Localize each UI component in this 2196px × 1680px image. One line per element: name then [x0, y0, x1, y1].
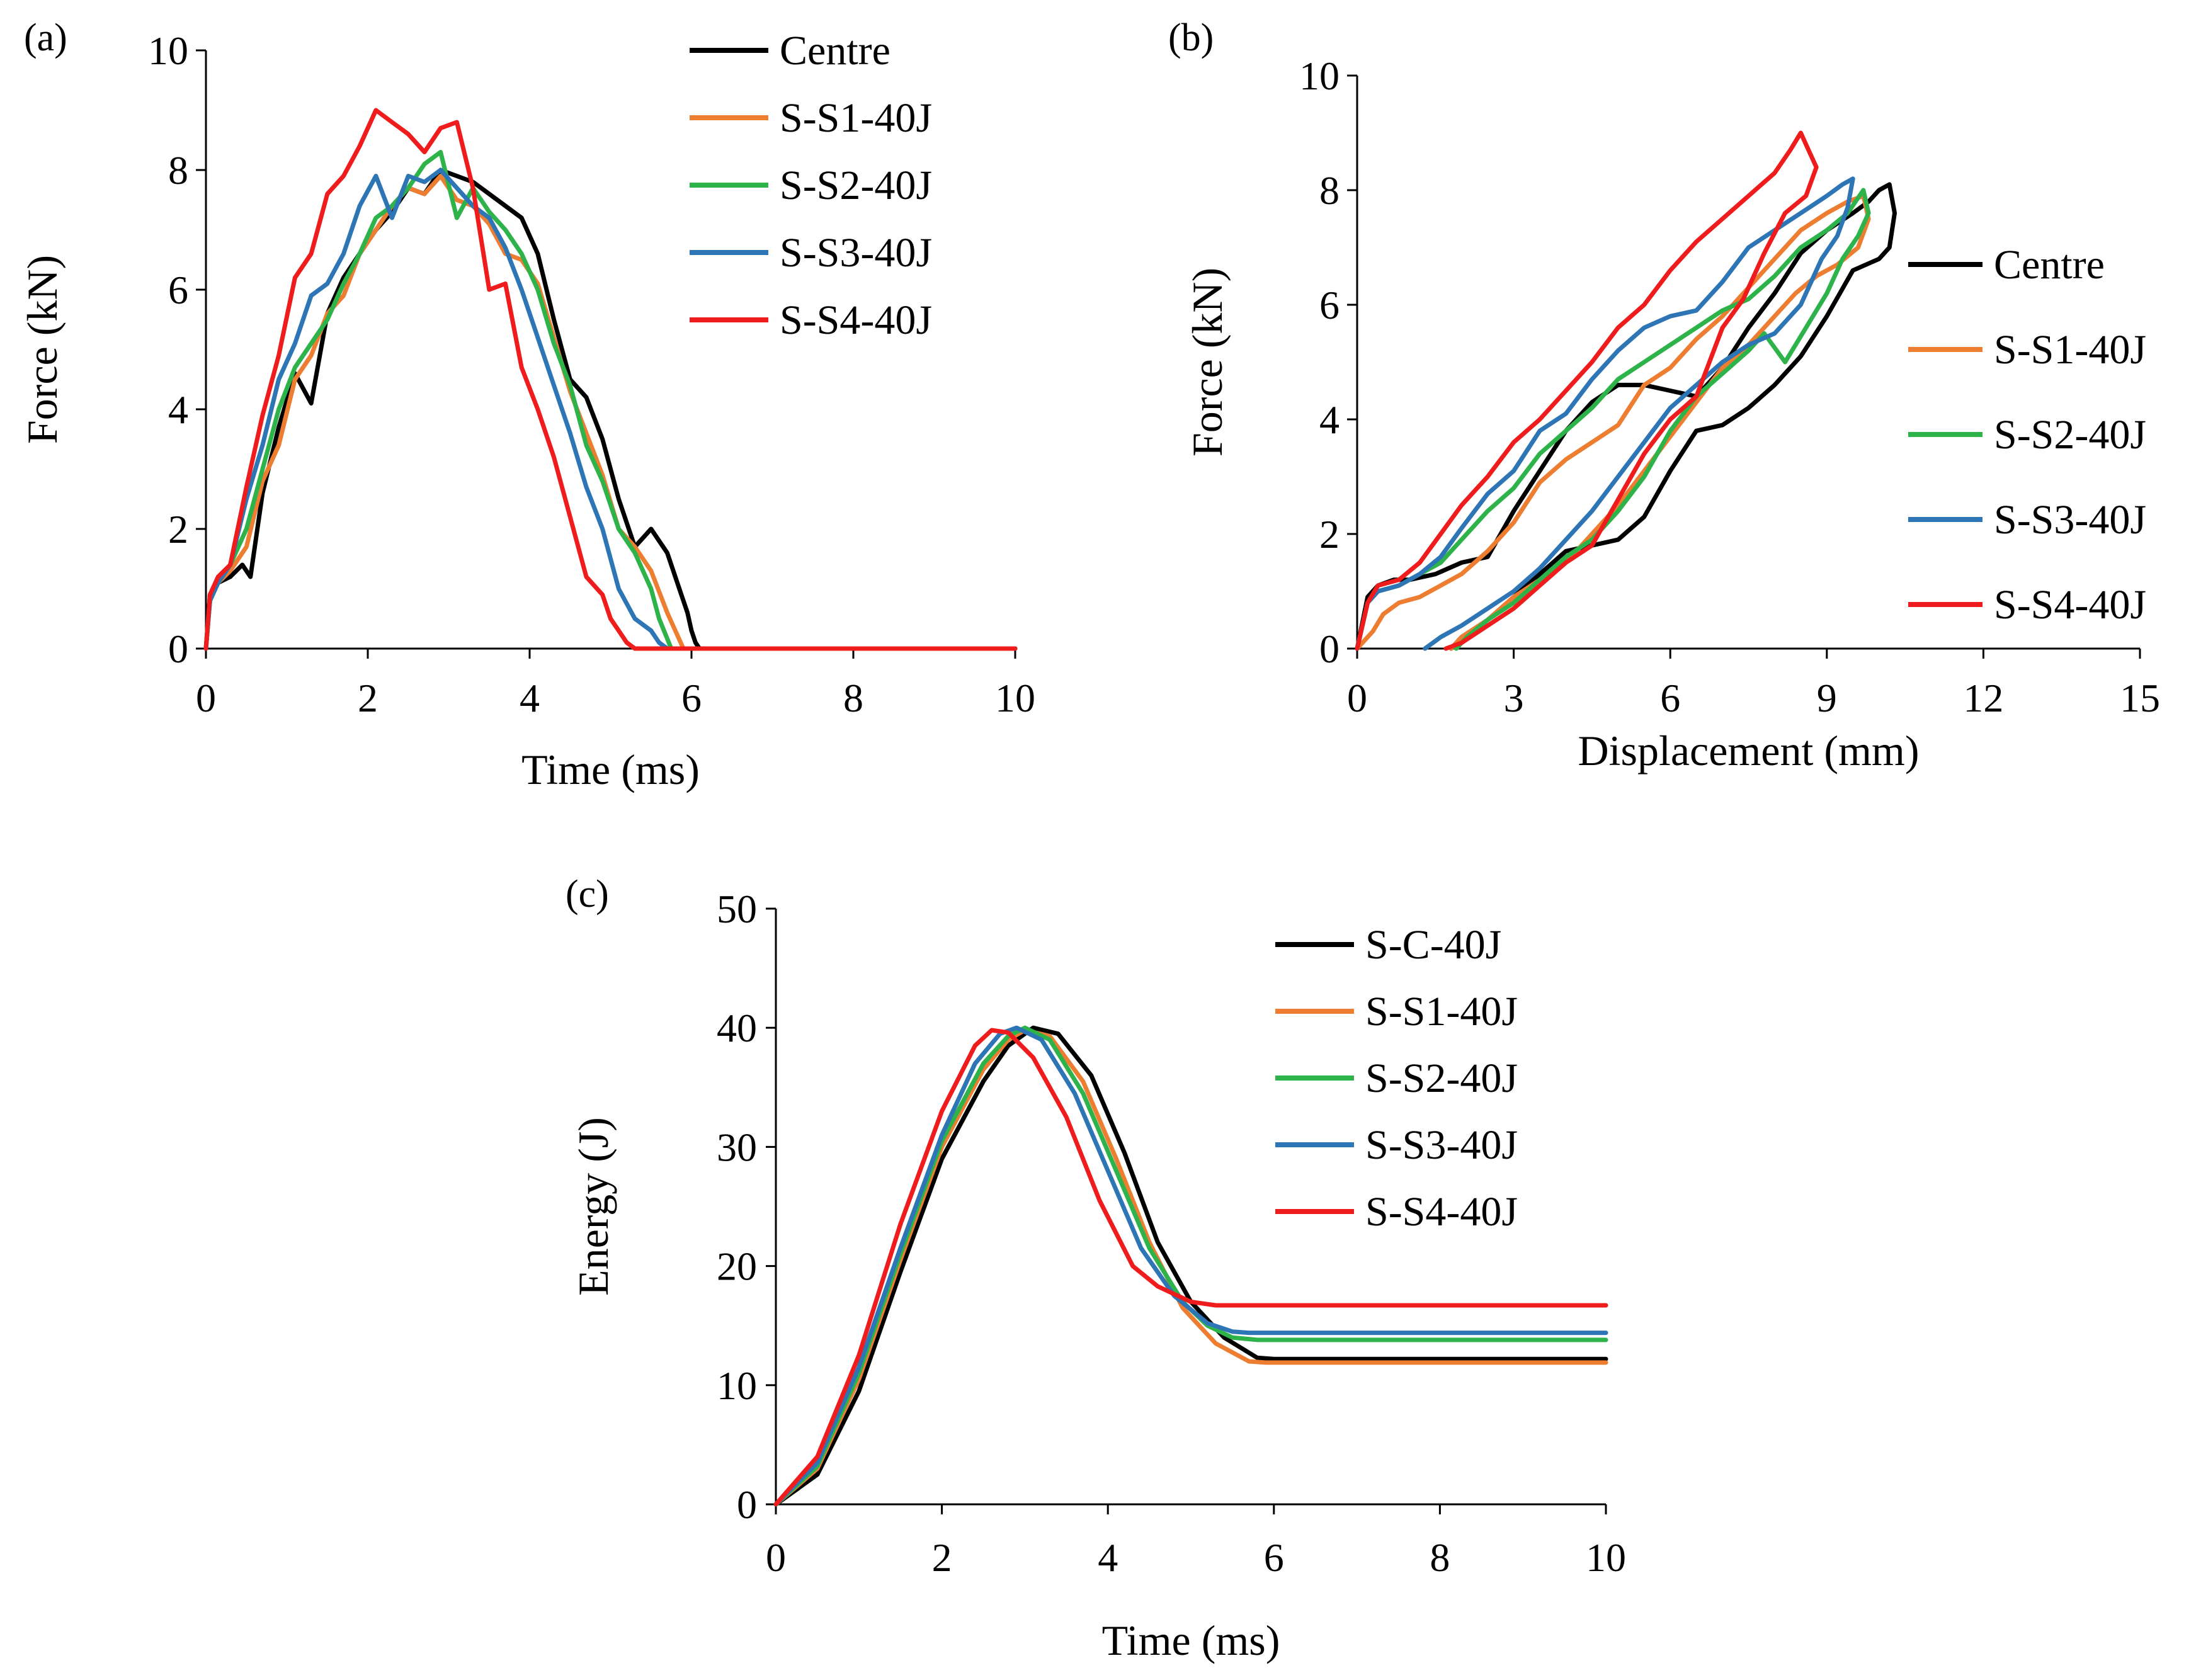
x-tick-label: 6	[1264, 1535, 1284, 1580]
x-tick-label: 10	[995, 676, 1035, 720]
chart-panel-1: (a) 0 2 4 6 8 10 0 2 4 6 8 10 Time (ms) Force (kN) Cent…	[18, 16, 1035, 793]
x-tick-label: 15	[2120, 676, 2160, 720]
legend-label: S-S1-40J	[1365, 989, 1518, 1035]
y-tick-label: 0	[737, 1482, 757, 1527]
y-tick-label: 4	[168, 387, 188, 432]
series-line-s-s4-40j	[203, 108, 1018, 651]
y-tick-label: 10	[148, 28, 188, 73]
y-tick-label: 0	[1319, 627, 1340, 671]
legend-label: S-C-40J	[1365, 922, 1501, 968]
legend-label: S-S4-40J	[1365, 1189, 1518, 1235]
legend-label: S-S1-40J	[780, 95, 932, 141]
y-tick-label: 2	[168, 507, 188, 552]
legend-label: S-S2-40J	[1994, 412, 2146, 458]
y-tick-label: 8	[1319, 168, 1340, 213]
y-tick-label: 10	[717, 1363, 757, 1408]
legend-label: S-S2-40J	[780, 162, 932, 208]
series-line-s-c-40j	[773, 1025, 1608, 1507]
series-line-s-s3-40j	[773, 1025, 1608, 1507]
x-axis-title: Time (ms)	[1102, 1616, 1280, 1664]
x-tick-label: 10	[1586, 1535, 1626, 1580]
series-line-s-s4-40j	[773, 1028, 1608, 1507]
y-tick-label: 50	[717, 887, 757, 931]
x-tick-label: 8	[843, 676, 863, 720]
x-tick-label: 4	[520, 676, 540, 720]
x-tick-label: 2	[932, 1535, 952, 1580]
legend: Centre S-S1-40J S-S2-40J S-S3-40J S-S4-40J	[1908, 242, 2146, 628]
series-line-centre	[203, 167, 1018, 651]
y-tick-label: 6	[168, 268, 188, 312]
y-tick-label: 4	[1319, 397, 1340, 442]
series-line-s-s2-40j	[203, 150, 1018, 651]
y-tick-label: 2	[1319, 512, 1340, 557]
x-axis-title: Time (ms)	[521, 746, 700, 793]
x-tick-label: 9	[1817, 676, 1837, 720]
legend-label: S-S1-40J	[1994, 327, 2146, 373]
legend-label: Centre	[1994, 242, 2105, 288]
y-tick-label: 40	[717, 1006, 757, 1050]
panel-label: (c)	[566, 873, 609, 916]
x-tick-label: 4	[1098, 1535, 1118, 1580]
legend-label: S-S4-40J	[780, 297, 932, 343]
panel-label: (b)	[1168, 16, 1214, 59]
legend-label: S-S3-40J	[1994, 497, 2146, 543]
y-tick-label: 20	[717, 1244, 757, 1289]
series-line-s-s3-40j	[203, 167, 1018, 651]
x-tick-label: 6	[681, 676, 702, 720]
x-tick-label: 8	[1430, 1535, 1450, 1580]
panel-label: (a)	[24, 16, 67, 59]
x-tick-label: 0	[1347, 676, 1367, 720]
legend-label: S-S3-40J	[780, 230, 932, 276]
chart-panel-3: (c) 0 10 20 30 40 50 0 2 4 6 8 10 Time (ms) Energy (J)…	[566, 873, 1626, 1664]
y-axis-title: Force (kN)	[18, 255, 66, 444]
x-tick-label: 3	[1504, 676, 1524, 720]
chart-panel-2: (b) 0 2 4 6 8 10 0 3 6 9 12 15 Displacement (mm) Force…	[1168, 16, 2160, 775]
y-tick-label: 10	[1299, 54, 1340, 98]
x-tick-label: 2	[358, 676, 378, 720]
legend-label: S-S2-40J	[1365, 1055, 1518, 1101]
y-axis-title: Energy (J)	[569, 1117, 617, 1296]
legend: S-C-40J S-S1-40J S-S2-40J S-S3-40J S-S4-40J	[1275, 922, 1518, 1235]
x-tick-label: 12	[1963, 676, 2003, 720]
y-tick-label: 30	[717, 1125, 757, 1169]
x-tick-label: 0	[766, 1535, 786, 1580]
y-axis-title: Force (kN)	[1183, 268, 1231, 457]
x-axis-title: Displacement (mm)	[1578, 727, 1920, 775]
series-line-s-s2-40j	[1355, 188, 1871, 651]
legend: Centre S-S1-40J S-S2-40J S-S3-40J S-S4-40J	[690, 28, 932, 343]
legend-label: S-S3-40J	[1365, 1122, 1518, 1168]
legend-label: Centre	[780, 28, 890, 74]
series-line-s-s3-40j	[1355, 176, 1855, 651]
y-tick-label: 8	[168, 148, 188, 193]
y-tick-label: 0	[168, 627, 188, 671]
series-line-s-s4-40j	[1355, 130, 1819, 651]
x-tick-label: 6	[1660, 676, 1680, 720]
x-tick-label: 0	[196, 676, 216, 720]
y-tick-label: 6	[1319, 283, 1340, 327]
legend-label: S-S4-40J	[1994, 582, 2146, 628]
